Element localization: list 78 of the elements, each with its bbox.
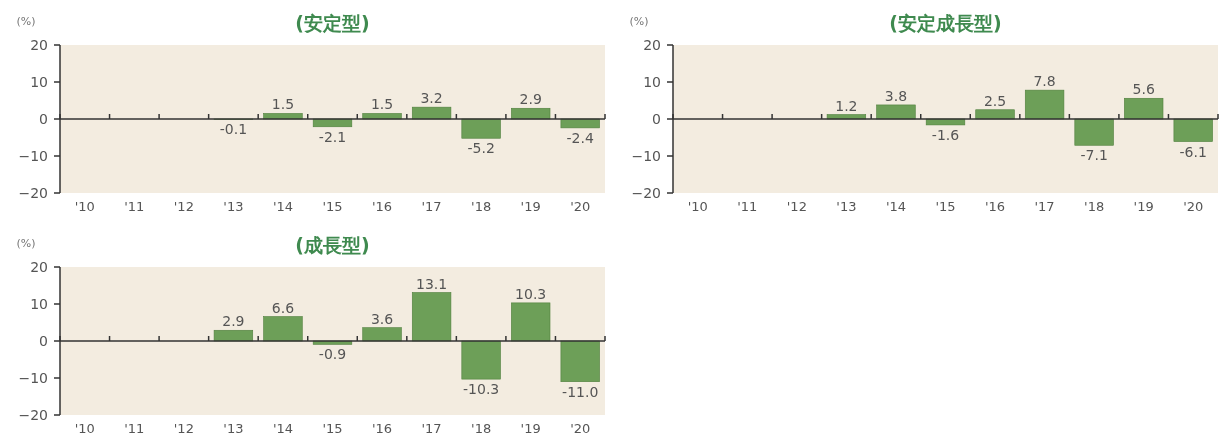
x-tick-label: '10 <box>74 199 95 214</box>
data-label: -0.1 <box>219 121 248 138</box>
x-tick-label: '12 <box>173 421 194 436</box>
x-tick-label: '20 <box>570 421 591 436</box>
y-tick-label: −10 <box>18 147 48 164</box>
x-tick-label: '17 <box>421 421 442 436</box>
x-tick-label: '18 <box>471 199 492 214</box>
data-label: 1.2 <box>835 97 858 114</box>
y-tick-label: 0 <box>39 110 48 127</box>
data-label: 10.3 <box>515 285 547 302</box>
chart-title: (安定型) <box>295 12 370 34</box>
x-tick-label: '18 <box>471 421 492 436</box>
data-label: 2.9 <box>519 91 542 108</box>
data-label: 1.5 <box>271 96 295 113</box>
data-label: 1.5 <box>370 96 394 113</box>
x-tick-label: '15 <box>322 421 343 436</box>
y-tick-label: 20 <box>30 36 48 53</box>
data-label: -2.1 <box>318 128 347 145</box>
x-tick-label: '19 <box>520 421 541 436</box>
x-tick-label: '14 <box>272 421 294 436</box>
chart-title: (安定成長型) <box>889 12 1002 34</box>
y-tick-label: 20 <box>30 258 48 275</box>
x-tick-label: '18 <box>1084 199 1105 214</box>
x-tick-label: '15 <box>935 199 956 214</box>
x-tick-label: '10 <box>74 421 95 436</box>
x-tick-label: '12 <box>786 199 807 214</box>
data-label: -10.3 <box>463 381 500 398</box>
y-tick-label: 10 <box>30 295 48 312</box>
y-tick-label: 10 <box>643 73 661 90</box>
y-tick-label: −20 <box>18 406 48 423</box>
x-tick-label: '13 <box>223 421 244 436</box>
data-label: 2.5 <box>983 92 1007 109</box>
x-tick-label: '20 <box>1183 199 1204 214</box>
data-label: 13.1 <box>416 275 448 292</box>
y-tick-label: −20 <box>18 184 48 201</box>
x-tick-label: '16 <box>371 421 393 436</box>
x-tick-label: '15 <box>322 199 343 214</box>
y-tick-label: 10 <box>30 73 48 90</box>
x-tick-label: '16 <box>371 199 393 214</box>
chart-title: (成長型) <box>295 234 370 256</box>
x-tick-label: '11 <box>737 199 758 214</box>
y-tick-label: −20 <box>631 184 661 201</box>
x-tick-label: '13 <box>223 199 244 214</box>
x-tick-label: '13 <box>836 199 857 214</box>
x-tick-label: '20 <box>570 199 591 214</box>
x-tick-label: '19 <box>1133 199 1154 214</box>
data-label: -0.9 <box>318 346 347 363</box>
data-label: 3.8 <box>884 87 908 104</box>
data-label: -1.6 <box>931 126 960 143</box>
x-tick-label: '10 <box>687 199 708 214</box>
x-tick-label: '16 <box>984 199 1006 214</box>
x-tick-label: '11 <box>124 199 145 214</box>
y-tick-label: −10 <box>18 369 48 386</box>
data-label: 6.6 <box>271 299 295 316</box>
x-tick-label: '19 <box>520 199 541 214</box>
x-tick-label: '17 <box>1034 199 1055 214</box>
y-tick-label: −10 <box>631 147 661 164</box>
data-label: 5.6 <box>1132 81 1155 98</box>
data-label: -6.1 <box>1179 143 1207 160</box>
y-axis-title: (%) <box>16 15 36 28</box>
y-tick-label: 0 <box>39 332 48 349</box>
data-label: -7.1 <box>1080 147 1108 164</box>
data-label: -2.4 <box>566 129 594 146</box>
data-label: -5.2 <box>467 140 495 157</box>
x-tick-label: '14 <box>272 199 294 214</box>
data-label: 2.9 <box>222 313 245 330</box>
y-axis-title: (%) <box>16 237 36 250</box>
data-label: 3.2 <box>420 90 443 107</box>
x-tick-label: '11 <box>124 421 145 436</box>
y-axis-title: (%) <box>629 15 649 28</box>
x-tick-label: '14 <box>885 199 907 214</box>
data-label: 3.6 <box>370 310 394 327</box>
y-tick-label: 20 <box>643 36 661 53</box>
data-label: 7.8 <box>1033 73 1056 90</box>
x-tick-label: '17 <box>421 199 442 214</box>
x-tick-label: '12 <box>173 199 194 214</box>
data-label: -11.0 <box>562 383 599 400</box>
y-tick-label: 0 <box>652 110 661 127</box>
